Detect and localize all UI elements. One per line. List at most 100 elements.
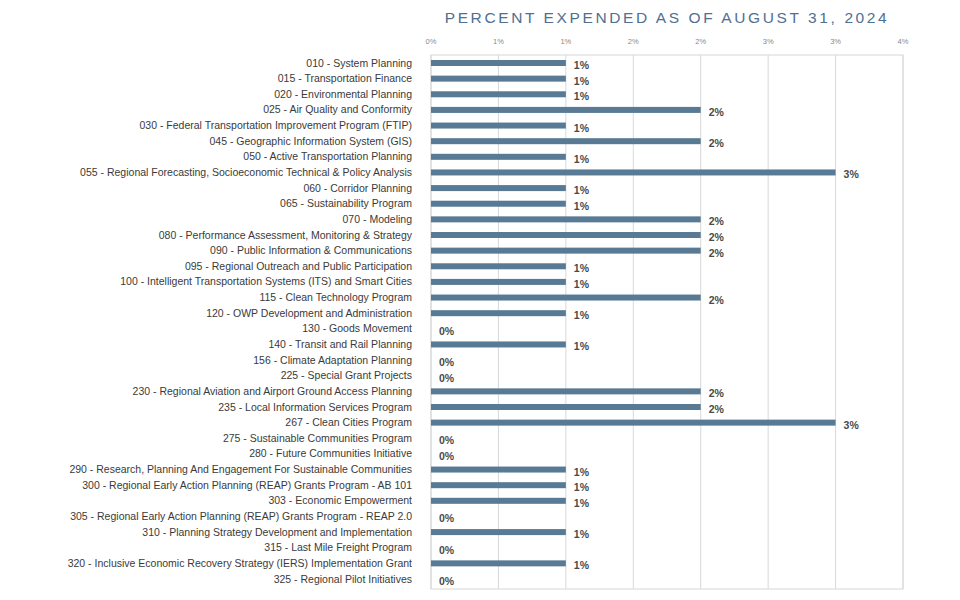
- bar: [431, 169, 836, 175]
- tick-label: 3%: [830, 37, 841, 46]
- tick-label: 1%: [560, 37, 571, 46]
- bar: [431, 91, 566, 97]
- grid-line: [903, 55, 904, 589]
- category-label: 130 - Goods Movement: [302, 322, 412, 334]
- category-label: 065 - Sustainability Program: [280, 197, 412, 209]
- bar: [431, 123, 566, 129]
- data-label: 2%: [709, 294, 725, 306]
- tick-label: 2%: [628, 37, 639, 46]
- category-label: 280 - Future Communities Initiative: [249, 447, 412, 459]
- bar: [431, 420, 836, 426]
- grid-line: [565, 55, 566, 589]
- bar: [431, 185, 566, 191]
- bar: [431, 216, 701, 222]
- category-label: 025 - Air Quality and Conformity: [263, 103, 413, 115]
- bar: [431, 248, 701, 254]
- category-label: 115 - Clean Technology Program: [259, 291, 412, 303]
- data-label: 2%: [709, 137, 725, 149]
- data-label: 0%: [439, 325, 455, 337]
- bar: [431, 560, 566, 566]
- bar: [431, 513, 432, 519]
- category-label: 320 - Inclusive Economic Recovery Strate…: [68, 557, 412, 569]
- bars: [431, 60, 836, 566]
- data-label: 0%: [439, 434, 455, 446]
- bar: [431, 201, 566, 207]
- data-label: 1%: [574, 497, 590, 509]
- data-label: 1%: [574, 153, 590, 165]
- tick-label: 2%: [695, 37, 706, 46]
- bar: [431, 576, 432, 582]
- bar: [431, 451, 432, 457]
- bar: [431, 545, 432, 551]
- data-label: 2%: [709, 403, 725, 415]
- category-label: 305 - Regional Early Action Planning (RE…: [70, 510, 412, 522]
- data-label: 0%: [439, 356, 455, 368]
- category-label: 235 - Local Information Services Program: [218, 401, 412, 413]
- category-label: 303 - Economic Empowerment: [268, 494, 412, 506]
- labels: 010 - System Planning 1% 015 - Transportat…: [68, 57, 860, 588]
- bar: [431, 326, 432, 332]
- category-label: 055 - Regional Forecasting, Socioeconomi…: [80, 166, 412, 178]
- bar: [431, 279, 566, 285]
- category-label: 010 - System Planning: [306, 57, 412, 69]
- category-label: 120 - OWP Development and Administration: [206, 307, 412, 319]
- grid-line: [633, 55, 634, 589]
- bar: [431, 107, 701, 113]
- category-label: 267 - Clean Cities Program: [285, 416, 412, 428]
- bar: [431, 498, 566, 504]
- bar: [431, 373, 432, 379]
- chart: PERCENT EXPENDED AS OF AUGUST 31, 20240%…: [0, 0, 960, 600]
- category-label: 275 - Sustainable Communities Program: [223, 432, 412, 444]
- data-label: 1%: [574, 200, 590, 212]
- category-label: 310 - Planning Strategy Development and …: [142, 526, 412, 538]
- data-label: 3%: [844, 168, 860, 180]
- data-label: 2%: [709, 387, 725, 399]
- grid-line: [498, 55, 499, 589]
- bar: [431, 529, 566, 535]
- data-label: 0%: [439, 544, 455, 556]
- data-label: 2%: [709, 231, 725, 243]
- category-label: 030 - Federal Transportation Improvement…: [139, 119, 412, 131]
- tick-label: 4%: [898, 37, 909, 46]
- category-label: 140 - Transit and Rail Planning: [268, 338, 412, 350]
- category-label: 015 - Transportation Finance: [278, 72, 412, 84]
- category-label: 315 - Last Mile Freight Program: [264, 541, 412, 553]
- data-label: 1%: [574, 481, 590, 493]
- data-label: 1%: [574, 59, 590, 71]
- data-label: 0%: [439, 512, 455, 524]
- data-label: 0%: [439, 372, 455, 384]
- data-label: 1%: [574, 309, 590, 321]
- bar: [431, 60, 566, 66]
- data-label: 1%: [574, 278, 590, 290]
- bar: [431, 404, 701, 410]
- data-label: 3%: [844, 419, 860, 431]
- plot-frame: [431, 55, 903, 589]
- category-label: 090 - Public Information & Communication…: [210, 244, 412, 256]
- tick-label: 3%: [763, 37, 774, 46]
- category-label: 080 - Performance Assessment, Monitoring…: [159, 229, 413, 241]
- data-label: 0%: [439, 450, 455, 462]
- data-label: 2%: [709, 247, 725, 259]
- bar: [431, 467, 566, 473]
- category-label: 290 - Research, Planning And Engagement …: [69, 463, 412, 475]
- data-label: 1%: [574, 559, 590, 571]
- data-label: 1%: [574, 75, 590, 87]
- data-label: 0%: [439, 575, 455, 587]
- tick-label: 1%: [493, 37, 504, 46]
- data-label: 2%: [709, 106, 725, 118]
- category-label: 225 - Special Grant Projects: [281, 369, 412, 381]
- bar: [431, 482, 566, 488]
- grid-line: [431, 55, 432, 589]
- data-label: 1%: [574, 122, 590, 134]
- data-label: 1%: [574, 184, 590, 196]
- bar: [431, 138, 701, 144]
- category-label: 070 - Modeling: [343, 213, 413, 225]
- bar: [431, 232, 701, 238]
- grid-line: [768, 55, 769, 589]
- data-label: 1%: [574, 90, 590, 102]
- tick-label: 0%: [426, 37, 437, 46]
- category-label: 325 - Regional Pilot Initiatives: [274, 573, 412, 585]
- bar: [431, 154, 566, 160]
- category-label: 230 - Regional Aviation and Airport Grou…: [133, 385, 413, 397]
- grid-line: [835, 55, 836, 589]
